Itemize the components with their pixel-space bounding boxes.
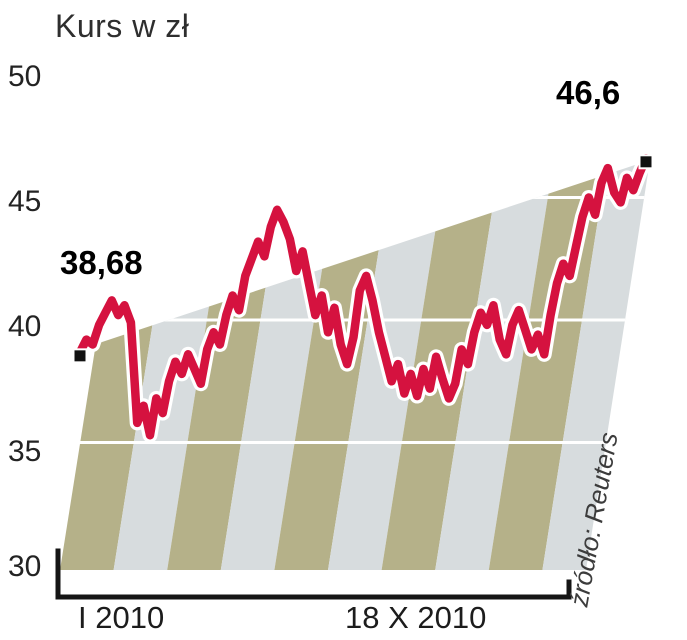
y-tick-30: 30: [8, 550, 42, 583]
y-tick-40: 40: [8, 310, 42, 343]
start-marker: [72, 348, 88, 364]
x-tick-end: 18 X 2010: [345, 600, 487, 635]
y-tick-35: 35: [8, 435, 42, 468]
end-value-label: 46,6: [556, 74, 621, 111]
chart-title: Kurs w zł: [55, 8, 190, 44]
y-tick-50: 50: [8, 60, 42, 93]
start-value-label: 38,68: [60, 244, 143, 281]
price-line: [75, 154, 651, 440]
end-marker: [638, 154, 654, 170]
y-tick-45: 45: [8, 185, 42, 218]
x-tick-start: I 2010: [78, 600, 165, 635]
axis-line: [55, 548, 572, 600]
